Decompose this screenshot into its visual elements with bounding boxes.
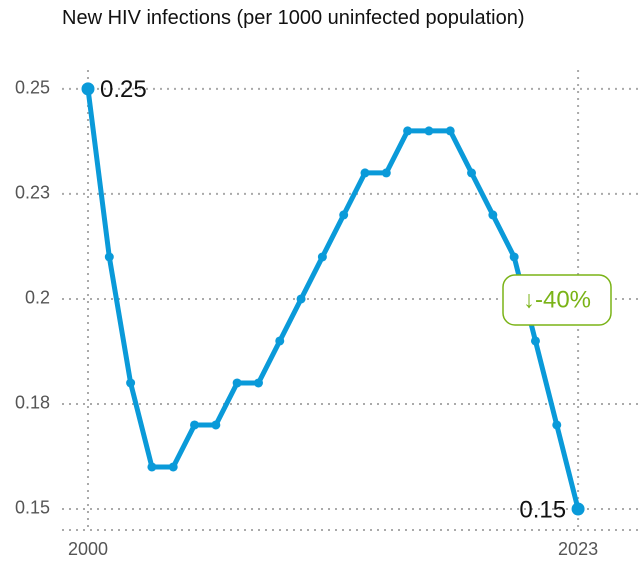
- point: [104, 252, 114, 262]
- y-tick-label: 0.23: [15, 183, 50, 203]
- point: [232, 378, 242, 388]
- point: [211, 420, 221, 430]
- x-tick-label: 2023: [558, 539, 598, 559]
- y-tick-label: 0.25: [15, 78, 50, 98]
- chart-title: New HIV infections (per 1000 uninfected …: [62, 7, 525, 29]
- point: [445, 126, 455, 136]
- point: [381, 168, 391, 178]
- point: [275, 336, 285, 346]
- point: [467, 168, 477, 178]
- point: [317, 252, 327, 262]
- x-tick-label: 2000: [68, 539, 108, 559]
- point: [126, 378, 136, 388]
- point: [360, 168, 370, 178]
- point: [147, 462, 157, 472]
- y-tick-label: 0.15: [15, 498, 50, 518]
- point: [339, 210, 349, 220]
- point: [296, 294, 306, 304]
- point: [253, 378, 263, 388]
- point: [81, 82, 95, 96]
- point: [168, 462, 178, 472]
- point: [509, 252, 519, 262]
- point: [552, 420, 562, 430]
- data-label: 0.15: [519, 496, 566, 523]
- annotation-box: [502, 274, 612, 326]
- point: [571, 502, 585, 516]
- point: [488, 210, 498, 220]
- point: [530, 336, 540, 346]
- point: [424, 126, 434, 136]
- y-tick-label: 0.2: [25, 288, 50, 308]
- annotation: ↓-40%: [523, 286, 591, 313]
- point: [190, 420, 200, 430]
- data-label: 0.25: [100, 76, 147, 103]
- point: [403, 126, 413, 136]
- y-tick-label: 0.18: [15, 393, 50, 413]
